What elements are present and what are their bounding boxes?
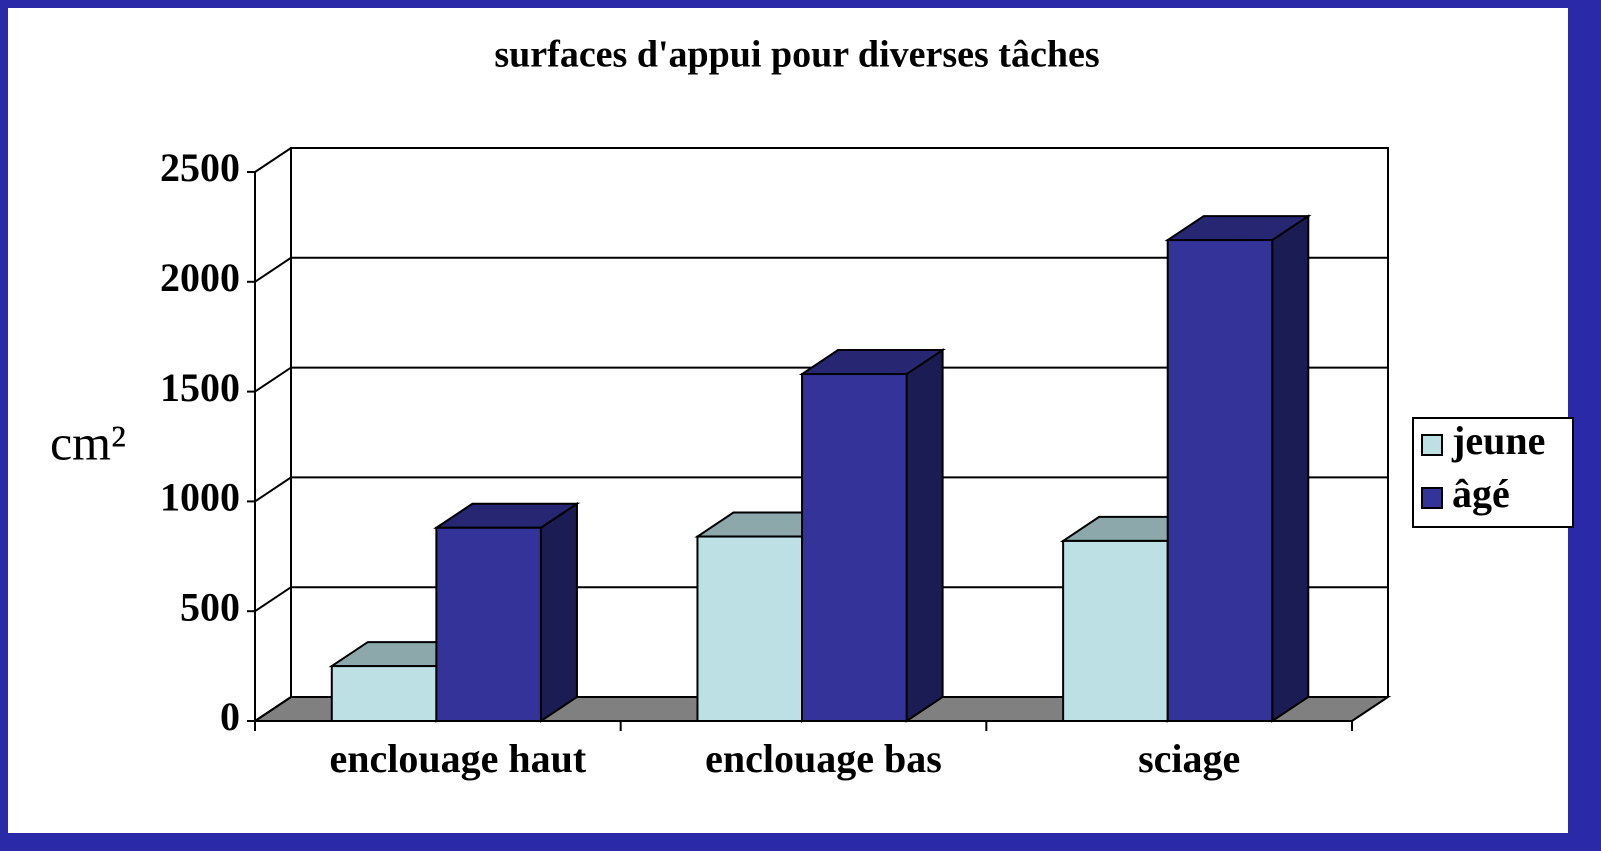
- bar-front: [330, 665, 438, 722]
- bar-side: [539, 501, 578, 723]
- bar-front: [696, 535, 804, 723]
- bar-side: [1271, 214, 1310, 723]
- grid-line: [254, 476, 1388, 503]
- grid-line: [254, 147, 1388, 173]
- y-tick-label: 1000: [160, 475, 240, 520]
- y-tick-label: 2500: [160, 145, 240, 190]
- grid-line: [254, 256, 1388, 283]
- bar-front: [435, 526, 542, 723]
- grid-line: [254, 366, 1388, 393]
- x-tick-label: enclouage bas: [705, 736, 942, 781]
- legend-label: âgé: [1452, 471, 1510, 516]
- y-tick-label: 1500: [160, 365, 240, 410]
- chart-title: surfaces d'appui pour diverses tâches: [494, 34, 1099, 76]
- bar-side: [905, 348, 944, 723]
- bar: [433, 501, 581, 723]
- y-tick-label: 2000: [160, 255, 240, 300]
- legend-swatch: [1421, 434, 1443, 456]
- bar: [1164, 214, 1312, 723]
- y-tick-label: 500: [180, 584, 240, 629]
- x-tick-label: sciage: [1138, 736, 1240, 781]
- bar: [798, 348, 946, 723]
- legend-swatch: [1421, 487, 1443, 509]
- legend-label: jeune: [1451, 418, 1545, 463]
- y-tick-label: 0: [220, 694, 240, 739]
- bar-front: [1062, 539, 1169, 722]
- bar-front: [1166, 239, 1274, 723]
- grid-line: [254, 696, 1388, 722]
- y-axis-label: cm²: [50, 414, 126, 470]
- x-tick-label: enclouage haut: [329, 736, 586, 781]
- bar-front: [801, 373, 908, 722]
- grid-line: [254, 586, 1388, 613]
